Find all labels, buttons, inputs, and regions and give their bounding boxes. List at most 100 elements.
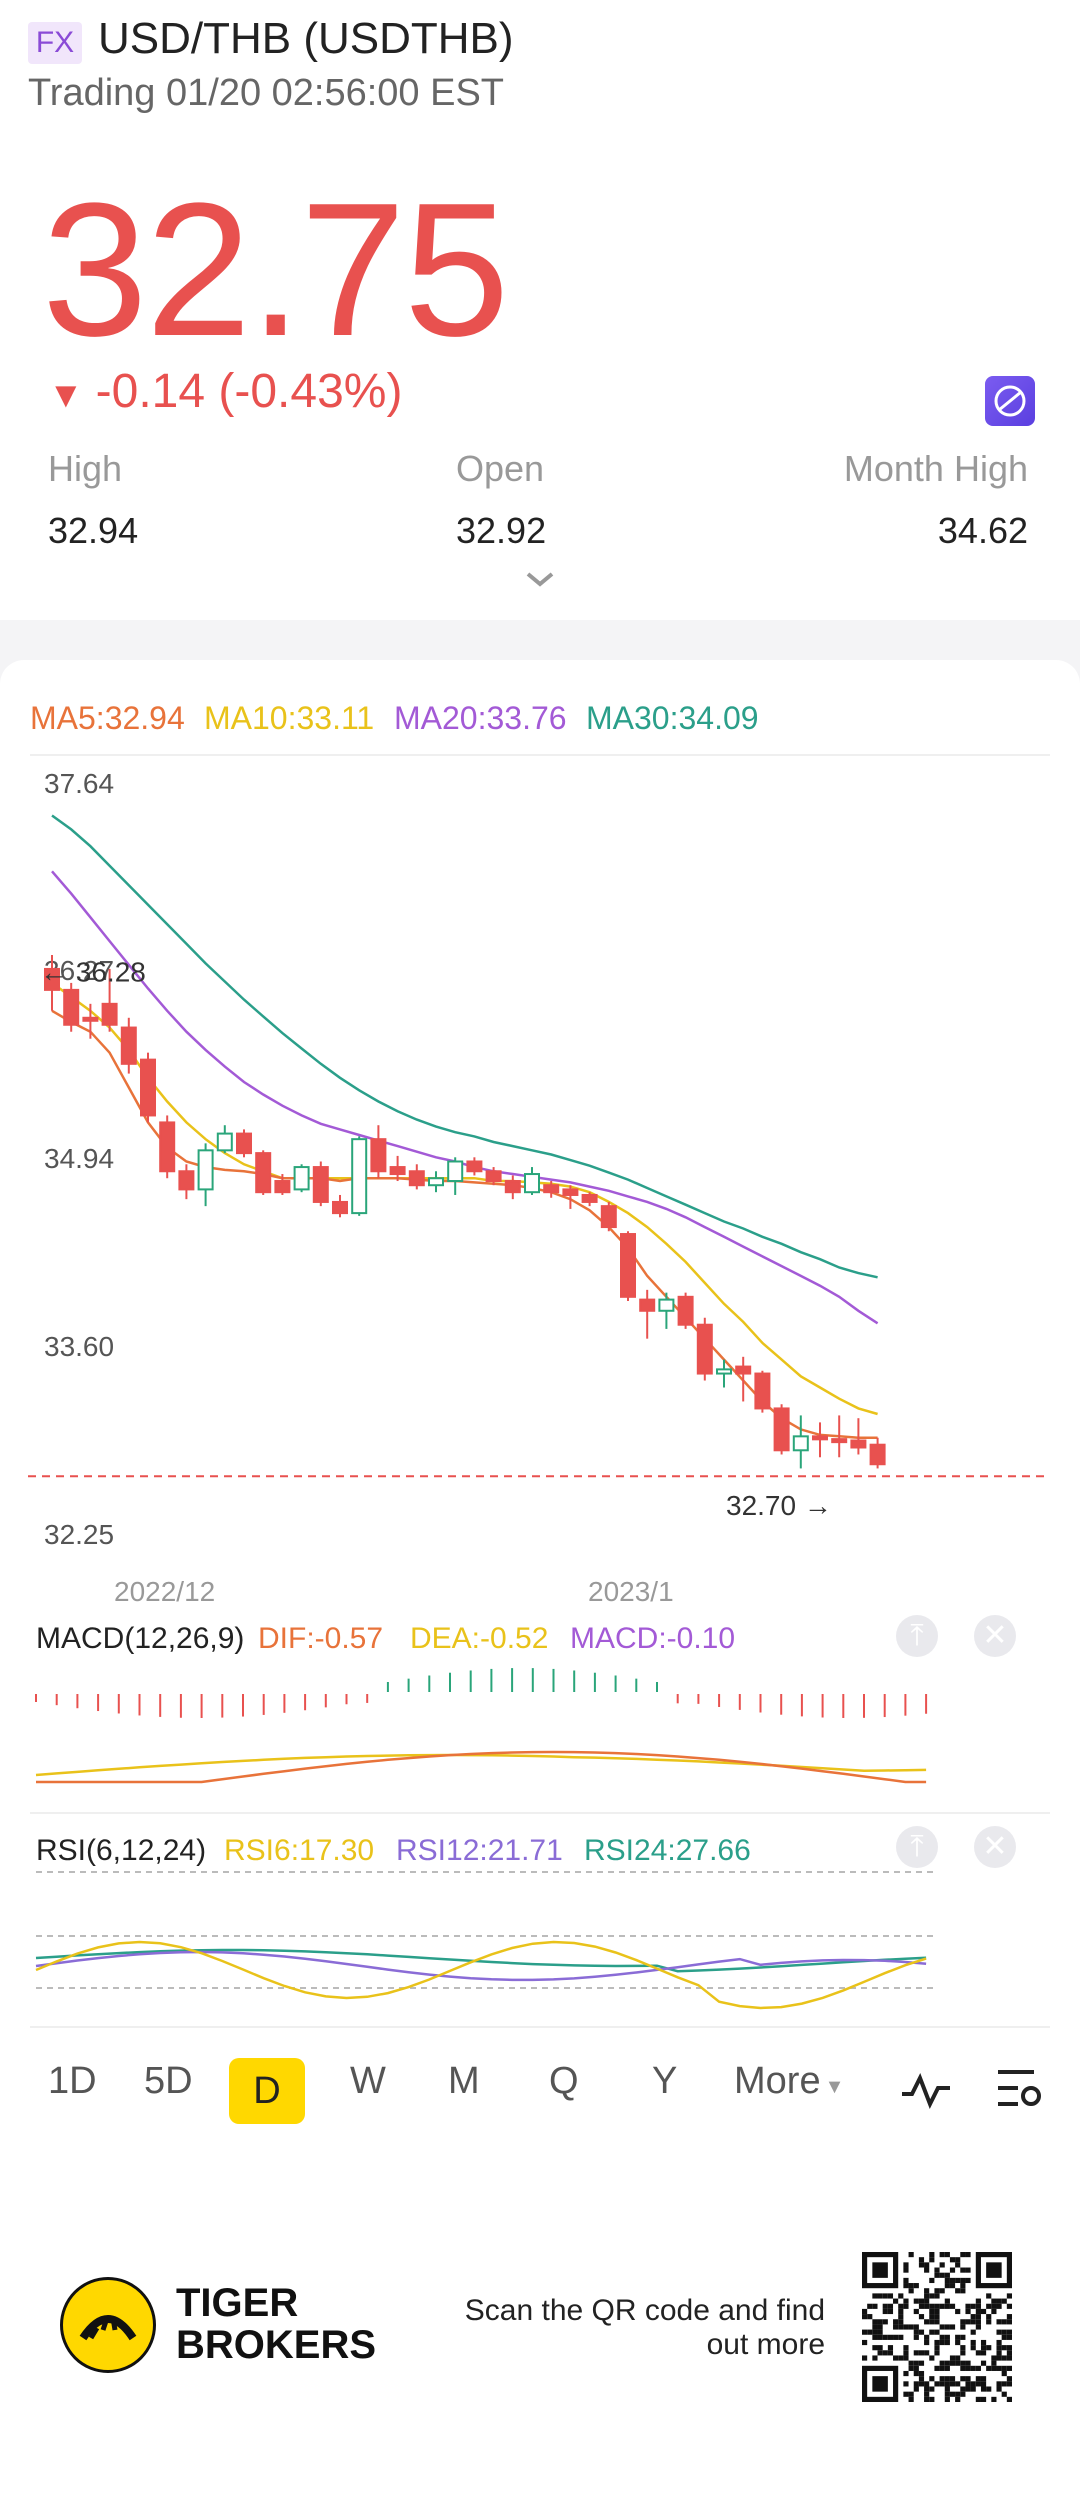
y-tick: 37.64	[44, 768, 115, 799]
app-badge-icon[interactable]	[985, 376, 1035, 426]
qr-module	[934, 2288, 940, 2294]
pin-top-icon[interactable]: ⤒	[896, 1615, 938, 1657]
macd-dea: DEA:-0.52	[410, 1622, 549, 1655]
qr-module	[980, 2381, 987, 2387]
period-day[interactable]: D	[229, 2058, 305, 2124]
candle	[140, 1052, 156, 1123]
candle-body	[754, 1372, 771, 1410]
qr-module	[913, 2360, 919, 2366]
ma5-line	[51, 1009, 878, 1439]
candle-body	[159, 1121, 176, 1173]
more-periods-label: More	[734, 2060, 821, 2102]
stat-value-month-high: 34.62	[937, 510, 1028, 551]
candlestick-chart[interactable]: ← 36.28 32.70 →	[0, 770, 1080, 1560]
qr-module	[924, 2334, 930, 2340]
qr-module	[934, 2303, 940, 2309]
qr-module	[898, 2334, 904, 2340]
qr-module	[903, 2381, 909, 2387]
qr-module	[949, 2360, 956, 2366]
candle	[447, 1157, 464, 1195]
qr-module	[944, 2277, 950, 2284]
low-marker: 32.70 →	[726, 1490, 832, 1521]
qr-module	[960, 2360, 966, 2366]
qr-module	[1006, 2355, 1012, 2361]
period-month[interactable]: M	[448, 2060, 480, 2102]
qr-module	[944, 2252, 950, 2258]
qr-module	[1001, 2365, 1007, 2371]
qr-code	[862, 2252, 1012, 2402]
qr-module	[996, 2345, 1002, 2351]
qr-module	[1006, 2365, 1012, 2371]
qr-module	[877, 2334, 883, 2340]
qr-module	[939, 2252, 945, 2258]
chart-settings-icon[interactable]	[994, 2066, 1044, 2117]
candle	[236, 1129, 252, 1158]
qr-module	[913, 2334, 919, 2340]
stat-label-open: Open	[456, 448, 545, 489]
qr-module	[939, 2381, 945, 2387]
qr-module	[924, 2298, 930, 2304]
qr-module	[862, 2314, 868, 2320]
period-week[interactable]: W	[350, 2060, 386, 2102]
indicator-icon[interactable]	[898, 2070, 954, 2115]
qr-module	[986, 2345, 992, 2351]
qr-module	[903, 2267, 909, 2273]
close-icon[interactable]: ✕	[974, 1615, 1016, 1657]
period-year[interactable]: Y	[652, 2060, 678, 2102]
period-quarter[interactable]: Q	[549, 2060, 579, 2102]
candle	[812, 1422, 828, 1458]
more-periods[interactable]: More ▼	[734, 2060, 844, 2103]
qr-module	[877, 2324, 883, 2330]
pin-top-icon[interactable]: ⤒	[896, 1826, 938, 1868]
qr-module	[975, 2376, 981, 2382]
candle-body	[370, 1138, 387, 1173]
x-tick: 2023/1	[588, 1576, 674, 1607]
qr-module	[862, 2355, 868, 2361]
period-5d[interactable]: 5D	[144, 2060, 193, 2102]
qr-module	[970, 2386, 976, 2392]
qr-module	[960, 2277, 966, 2284]
brand-name: TIGER BROKERS	[176, 2282, 376, 2366]
price-change-value: -0.14 (-0.43%)	[95, 365, 403, 418]
candle-body	[735, 1365, 752, 1375]
qr-module	[965, 2381, 971, 2387]
qr-module	[934, 2272, 940, 2278]
qr-module	[939, 2365, 945, 2371]
qr-module	[918, 2350, 925, 2356]
qr-module	[929, 2355, 935, 2361]
qr-module	[949, 2283, 956, 2289]
qr-module	[1006, 2376, 1012, 2382]
qr-module	[960, 2283, 966, 2289]
qr-module	[1001, 2370, 1007, 2377]
qr-module	[929, 2257, 935, 2263]
qr-module	[980, 2308, 987, 2315]
qr-module	[903, 2324, 909, 2330]
qr-module	[903, 2350, 909, 2356]
period-1d[interactable]: 1D	[48, 2060, 97, 2102]
candle	[466, 1157, 483, 1176]
qr-module	[887, 2293, 894, 2299]
qr-module	[975, 2350, 981, 2356]
qr-module	[862, 2329, 868, 2335]
qr-module	[1006, 2319, 1012, 2325]
qr-module	[924, 2288, 930, 2294]
candle-body	[792, 1435, 809, 1452]
qr-module	[1006, 2396, 1012, 2402]
qr-module	[918, 2262, 925, 2268]
qr-module	[934, 2308, 940, 2315]
qr-module	[960, 2267, 966, 2273]
close-icon[interactable]: ✕	[974, 1826, 1016, 1868]
qr-module	[965, 2303, 971, 2309]
qr-module	[939, 2303, 945, 2309]
y-tick: 34.94	[44, 1143, 115, 1174]
qr-module	[980, 2396, 987, 2402]
qr-module	[970, 2303, 976, 2309]
candle	[696, 1317, 713, 1381]
candle-body	[600, 1205, 617, 1229]
chevron-down-icon[interactable]	[522, 568, 558, 597]
qr-module	[960, 2391, 966, 2397]
candle-body	[351, 1138, 368, 1215]
candle	[293, 1164, 310, 1193]
qr-module	[944, 2365, 950, 2371]
qr-module	[949, 2277, 956, 2284]
